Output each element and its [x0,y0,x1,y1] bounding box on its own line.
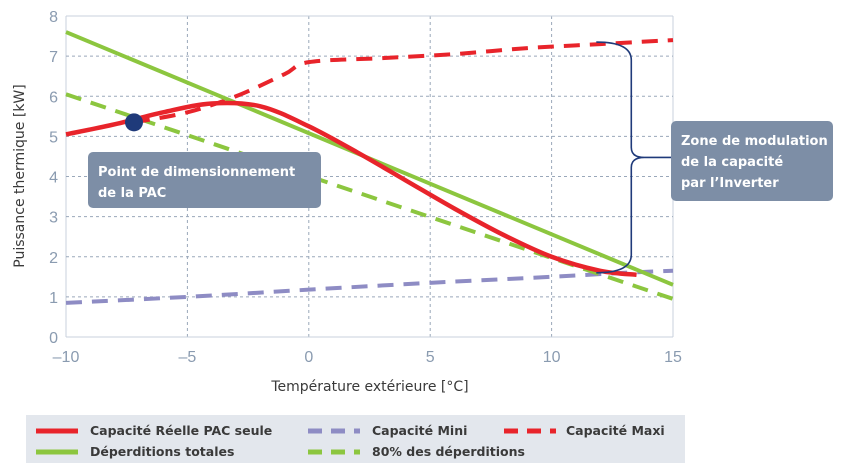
y-tick-labels: 0 1 2 3 4 5 6 7 8 [49,9,58,347]
y-tick-label-4: 4 [49,170,58,187]
legend-background [26,415,685,463]
y-tick-label-8: 8 [49,9,58,26]
y-tick-label-3: 3 [49,210,58,227]
x-tick-label-5: 15 [664,349,682,366]
legend-label-deperditions-totales: Déperditions totales [90,444,234,459]
x-axis-title: Température extérieure [°C] [270,379,468,395]
x-tick-label-0: –10 [53,349,80,366]
modulation-callout-box [671,121,833,201]
series-group [65,30,674,305]
modulation-bracket [596,41,671,274]
modulation-callout-line-3: par l’Inverter [681,176,779,191]
legend: Capacité Réelle PAC seule Déperditions t… [26,415,685,463]
y-tick-label-1: 1 [49,290,58,307]
dimension-callout-box [88,152,321,208]
y-tick-label-6: 6 [49,89,58,106]
legend-label-80pct-deperditions: 80% des déperditions [372,444,525,459]
modulation-callout-line-2: de la capacité [681,155,783,170]
y-axis-title: Puissance thermique [kW] [12,84,28,267]
x-tick-labels: –10 –5 0 5 10 15 [53,349,682,366]
legend-label-capacite-maxi: Capacité Maxi [566,423,665,438]
x-tick-label-2: 0 [304,349,313,366]
y-tick-label-2: 2 [49,250,58,267]
x-tick-label-1: –5 [179,349,197,366]
dimension-callout: Point de dimensionnement de la PAC [88,152,321,208]
y-tick-label-0: 0 [49,330,58,347]
dimension-callout-line-1: Point de dimensionnement [98,165,295,180]
series-line-0 [65,100,637,278]
dimension-callout-line-2: de la PAC [98,186,166,201]
y-tick-label-5: 5 [49,129,58,146]
modulation-callout-line-1: Zone de modulation [681,134,828,149]
modulation-callout: Zone de modulation de la capacité par l’… [671,121,833,201]
x-tick-label-4: 10 [543,349,561,366]
x-tick-label-3: 5 [426,349,435,366]
dimensioning-point [124,113,143,132]
legend-label-capacite-reelle: Capacité Réelle PAC seule [90,423,272,438]
y-tick-label-7: 7 [49,49,58,66]
legend-label-capacite-mini: Capacité Mini [372,423,467,438]
